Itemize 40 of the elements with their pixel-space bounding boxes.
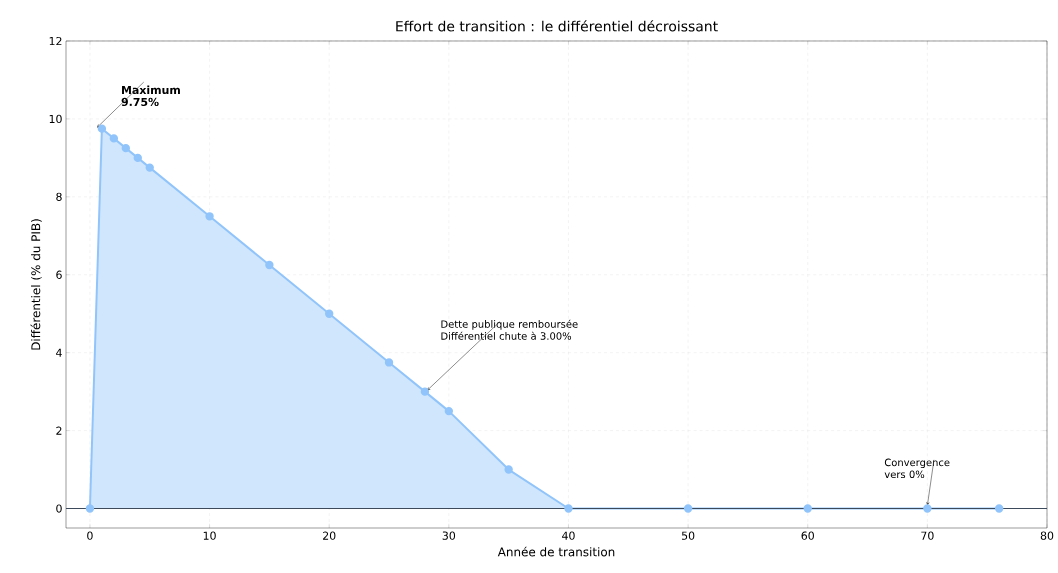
point [994, 504, 1004, 513]
x-tick-label: 50 [681, 531, 695, 540]
x-tick-label: 20 [323, 531, 336, 540]
point [803, 504, 812, 513]
x-tick-label: 0 [87, 531, 93, 540]
point [504, 465, 513, 474]
annotation: Maximum 9.75% [121, 85, 180, 107]
x-tick-label: 60 [801, 531, 814, 540]
point [384, 358, 394, 367]
point [133, 153, 142, 163]
point [121, 143, 130, 153]
y-tick-label: 6 [56, 270, 62, 279]
annotation: Dette publique remboursée Différentiel chute à 3.00% [441, 319, 578, 340]
x-axis-title: Année de transition [497, 546, 615, 557]
y-tick-label: 12 [49, 36, 62, 46]
y-tick-label: 8 [56, 192, 62, 201]
point [564, 504, 573, 513]
y-tick-label: 10 [49, 114, 62, 124]
point [145, 163, 154, 172]
y-tick-label: 4 [56, 348, 62, 357]
x-tick-label: 70 [921, 531, 934, 540]
point [923, 504, 932, 513]
point [109, 134, 119, 143]
point [265, 260, 274, 270]
point [85, 504, 95, 513]
x-tick-label: 80 [1040, 531, 1054, 540]
annotation: Convergence vers 0% [884, 458, 950, 479]
point [420, 387, 430, 396]
point [97, 124, 107, 133]
y-tick-label: 2 [56, 426, 62, 435]
point [325, 309, 334, 318]
x-tick-label: 10 [203, 531, 216, 540]
chart-title: Effort de transition : le différentiel décroissant [396, 20, 718, 32]
point [444, 406, 454, 416]
x-tick-label: 30 [442, 531, 456, 540]
x-tick-label: 40 [562, 531, 575, 540]
point [205, 212, 214, 221]
y-axis-title: Différentiel (% du PIB) [30, 219, 42, 350]
point [683, 504, 693, 513]
y-tick-label: 0 [56, 504, 62, 513]
